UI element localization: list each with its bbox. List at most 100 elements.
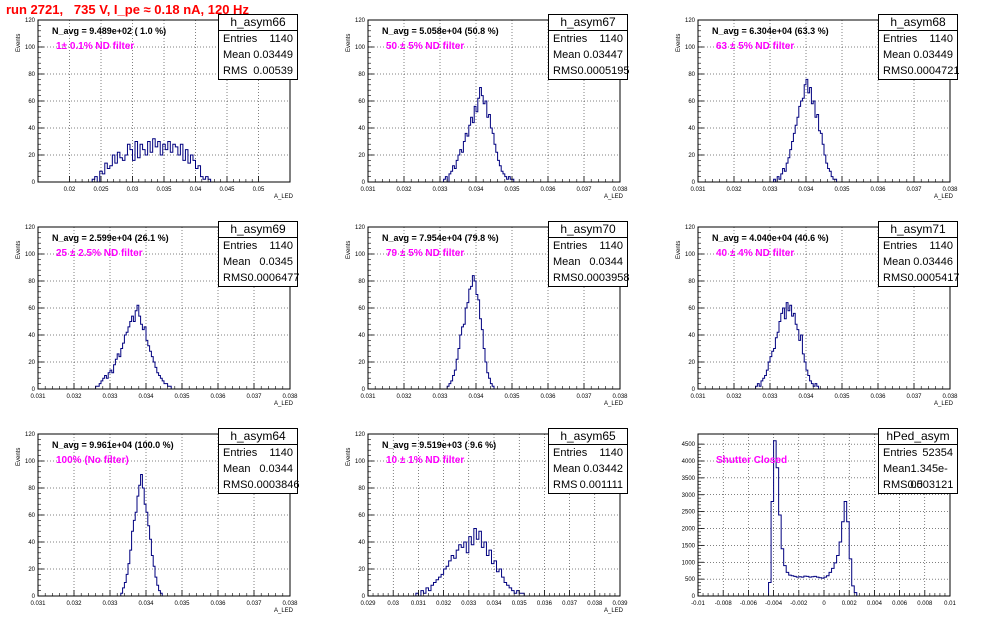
stats-value: 1.345e-05 <box>910 463 948 491</box>
histogram-series <box>773 78 839 183</box>
y-tick-label: 60 <box>688 99 695 105</box>
histogram-pad: 0.031 0.032 0.033 0.034 0.035 0.036 0.037 0.038… <box>660 207 990 414</box>
rms-row: RMS 0.003121 <box>879 477 957 493</box>
y-tick-label: 120 <box>25 225 36 231</box>
x-tick-label: 0 <box>822 601 826 607</box>
navg-label: N_avg = 5.058e+04 (50.8 %) <box>382 26 499 36</box>
y-axis-label: Events <box>16 447 22 466</box>
x-tick-label: 0.038 <box>942 187 958 193</box>
stats-box: hPed_asym Entries 52354 Mean 1.345e-05 RMS 0.0… <box>878 428 958 494</box>
stats-label: RMS <box>553 65 578 77</box>
x-tick-label: 0.036 <box>870 187 886 193</box>
x-tick-label: 0.03 <box>127 187 139 193</box>
stats-value: 0.0003958 <box>577 272 630 284</box>
rms-row: RMS 0.0005417 <box>879 270 960 286</box>
stats-value: 1140 <box>269 240 293 252</box>
stats-label: Mean <box>223 463 251 475</box>
x-axis-label: A_LED <box>274 608 294 614</box>
y-axis-label: Events <box>676 240 682 259</box>
x-tick-label: 0.037 <box>906 394 922 400</box>
entries-row: Entries 1140 <box>549 445 627 461</box>
filter-label: 79 ± 5% ND filter <box>386 248 465 259</box>
x-tick-label: 0.03 <box>387 601 399 607</box>
stats-label: Mean <box>553 49 581 61</box>
y-tick-label: 4500 <box>682 442 696 448</box>
stats-value: 0.03446 <box>913 256 953 268</box>
histogram-name: h_asym67 <box>549 15 627 31</box>
histogram-pad: 0.031 0.032 0.033 0.034 0.035 0.036 0.037 0.038… <box>0 414 330 621</box>
y-tick-label: 120 <box>685 225 696 231</box>
y-tick-label: 60 <box>358 306 365 312</box>
stats-label: Entries <box>553 33 588 45</box>
y-tick-label: 3000 <box>682 493 696 499</box>
y-tick-label: 120 <box>355 225 366 231</box>
y-axis-label: Events <box>346 447 352 466</box>
x-tick-label: 0.037 <box>562 601 578 607</box>
y-tick-label: 40 <box>688 333 695 339</box>
x-tick-label: 0.031 <box>30 601 46 607</box>
y-tick-label: 60 <box>358 513 365 519</box>
y-tick-label: 120 <box>685 18 696 24</box>
entries-row: Entries 1140 <box>879 31 957 47</box>
histogram-series <box>120 474 164 597</box>
x-tick-label: 0.031 <box>360 187 376 193</box>
y-tick-label: 0 <box>362 180 366 186</box>
x-tick-label: 0.033 <box>432 187 448 193</box>
y-axis-label: Events <box>16 240 22 259</box>
x-tick-label: 0.032 <box>396 394 412 400</box>
y-tick-label: 20 <box>28 153 35 159</box>
stats-value: 0.0005417 <box>907 272 960 284</box>
histogram-plot: -0.01 -0.008 -0.006 -0.004 -0.002 0 0.002 0.004… <box>682 433 956 607</box>
histogram-plot: 0.02 0.025 0.03 0.035 0.04 0.045 0.05 0 20 40 60 80… <box>25 18 291 193</box>
x-tick-label: 0.039 <box>612 601 628 607</box>
mean-row: Mean 0.03449 <box>879 47 957 63</box>
y-tick-label: 40 <box>358 126 365 132</box>
rms-row: RMS 0.00539 <box>219 63 297 79</box>
stats-label: Entries <box>223 240 258 252</box>
y-tick-label: 80 <box>688 72 695 78</box>
x-tick-label: 0.033 <box>461 601 477 607</box>
x-tick-label: 0.029 <box>360 601 376 607</box>
y-tick-label: 80 <box>358 486 365 492</box>
stats-box: h_asym69 Entries 1140 Mean 0.0345 RMS 0.000647… <box>218 221 299 287</box>
y-axis-label: Events <box>346 240 352 259</box>
navg-label: N_avg = 6.304e+04 (63.3 %) <box>712 26 829 36</box>
mean-row: Mean 0.03447 <box>549 47 627 63</box>
histogram-plot: 0.031 0.032 0.033 0.034 0.035 0.036 0.037 0.038… <box>25 432 298 607</box>
rms-row: RMS 0.0003958 <box>549 270 630 286</box>
histogram-pad: 0.031 0.032 0.033 0.034 0.035 0.036 0.037 0.038… <box>660 0 990 207</box>
stats-value: 0.001111 <box>579 479 623 491</box>
y-axis-label: Events <box>676 33 682 52</box>
stats-label: Entries <box>223 447 258 459</box>
x-tick-label: 0.031 <box>690 394 706 400</box>
x-tick-label: 0.033 <box>762 187 778 193</box>
stats-label: Entries <box>883 240 918 252</box>
x-tick-label: 0.033 <box>432 394 448 400</box>
x-axis-label: A_LED <box>604 194 624 200</box>
x-tick-label: 0.037 <box>576 394 592 400</box>
stats-value: 0.03447 <box>583 49 623 61</box>
y-tick-label: 120 <box>25 18 36 24</box>
stats-label: Entries <box>883 33 918 45</box>
navg-label: N_avg = 2.599e+04 (26.1 %) <box>52 233 169 243</box>
x-tick-label: 0.034 <box>138 601 154 607</box>
histogram-series <box>443 87 516 183</box>
x-tick-label: 0.038 <box>282 601 298 607</box>
histogram-pad: 0.029 0.03 0.031 0.032 0.033 0.034 0.035 0.036 0… <box>330 414 660 621</box>
entries-row: Entries 1140 <box>219 445 297 461</box>
rms-row: RMS 0.001111 <box>549 477 627 493</box>
histogram-name: h_asym71 <box>879 222 957 238</box>
y-tick-label: 20 <box>688 360 695 366</box>
x-tick-label: 0.032 <box>436 601 452 607</box>
y-tick-label: 0 <box>692 594 696 600</box>
histogram-plot: 0.029 0.03 0.031 0.032 0.033 0.034 0.035 0.036 0… <box>355 432 628 607</box>
navg-label: N_avg = 4.040e+04 (40.6 %) <box>712 233 829 243</box>
x-tick-label: 0.038 <box>612 187 628 193</box>
histogram-pad: 0.031 0.032 0.033 0.034 0.035 0.036 0.037 0.038… <box>0 207 330 414</box>
stats-box: h_asym65 Entries 1140 Mean 0.03442 RMS 0.00111… <box>548 428 628 494</box>
x-tick-label: 0.035 <box>834 394 850 400</box>
y-tick-label: 2500 <box>682 510 696 516</box>
histogram-name: h_asym69 <box>219 222 297 238</box>
x-tick-label: 0.035 <box>174 394 190 400</box>
histogram-series <box>95 304 173 390</box>
